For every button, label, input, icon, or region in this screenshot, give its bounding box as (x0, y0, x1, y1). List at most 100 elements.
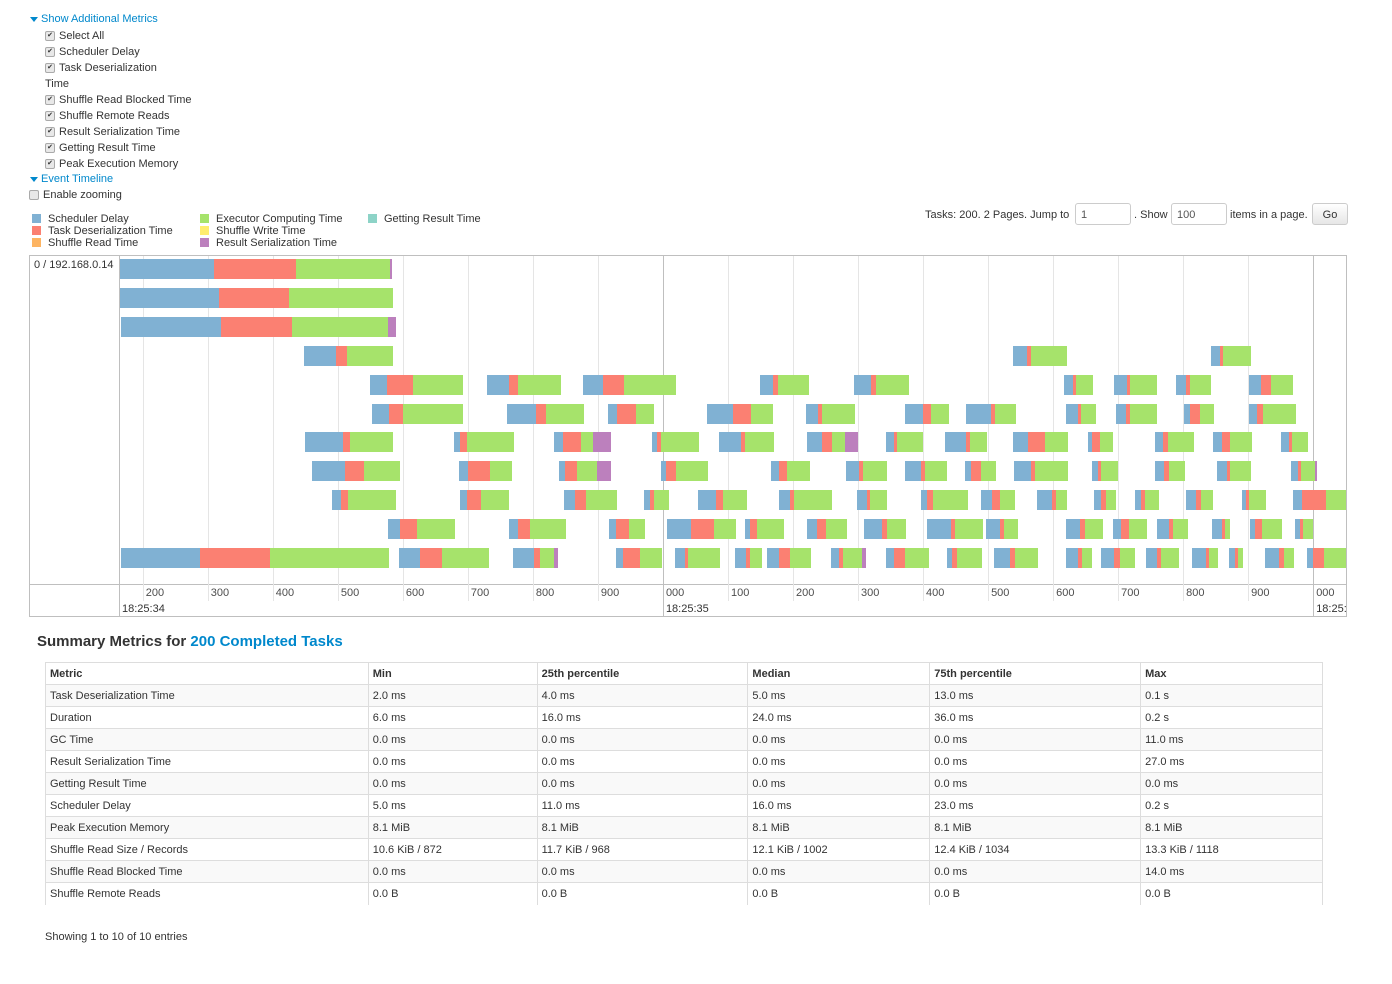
task-segment[interactable] (480, 490, 509, 511)
task-segment[interactable] (893, 548, 905, 568)
task-segment[interactable] (1201, 490, 1214, 511)
task-segment[interactable] (1101, 548, 1115, 568)
task-segment[interactable] (1324, 548, 1346, 568)
task-segment[interactable] (412, 374, 463, 395)
task-segment[interactable] (331, 490, 342, 511)
task-segment[interactable] (744, 432, 775, 453)
task-segment[interactable] (346, 345, 394, 366)
task-segment[interactable] (1075, 374, 1094, 395)
task-segment[interactable] (1315, 461, 1318, 482)
task-segment[interactable] (718, 432, 741, 453)
task-segment[interactable] (1294, 519, 1301, 540)
task-segment[interactable] (778, 548, 790, 568)
task-segment[interactable] (930, 403, 950, 424)
task-segment[interactable] (1045, 432, 1069, 453)
task-segment[interactable] (1196, 490, 1202, 511)
task-segment[interactable] (653, 490, 669, 511)
task-segment[interactable] (1168, 432, 1195, 453)
task-segment[interactable] (506, 403, 537, 424)
task-segment[interactable] (839, 548, 844, 568)
task-segment[interactable] (1307, 548, 1314, 568)
task-segment[interactable] (666, 461, 676, 482)
task-segment[interactable] (1168, 461, 1186, 482)
task-segment[interactable] (622, 548, 641, 568)
task-segment[interactable] (698, 490, 717, 511)
task-segment[interactable] (926, 519, 951, 540)
task-segment[interactable] (1192, 548, 1206, 568)
task-segment[interactable] (512, 548, 535, 568)
task-segment[interactable] (1140, 490, 1145, 511)
task-segment[interactable] (466, 432, 515, 453)
task-segment[interactable] (1270, 374, 1294, 395)
jump-to-page-input[interactable]: 1 (1075, 203, 1131, 225)
task-segment[interactable] (369, 374, 387, 395)
task-segment[interactable] (1298, 461, 1302, 482)
task-segment[interactable] (1073, 374, 1076, 395)
task-segment[interactable] (861, 548, 866, 568)
task-segment[interactable] (1261, 374, 1271, 395)
task-segment[interactable] (904, 403, 924, 424)
task-segment[interactable] (577, 461, 597, 482)
task-segment[interactable] (1034, 461, 1069, 482)
task-segment[interactable] (980, 461, 996, 482)
task-segment[interactable] (1183, 403, 1190, 424)
task-segment[interactable] (713, 519, 736, 540)
task-segment[interactable] (1225, 519, 1230, 540)
task-segment[interactable] (885, 432, 894, 453)
task-segment[interactable] (845, 432, 859, 453)
task-segment[interactable] (969, 432, 987, 453)
task-segment[interactable] (956, 548, 983, 568)
task-segment[interactable] (1250, 519, 1256, 540)
task-segment[interactable] (1003, 519, 1018, 540)
task-segment[interactable] (1292, 432, 1308, 453)
task-segment[interactable] (386, 374, 413, 395)
task-segment[interactable] (1112, 519, 1122, 540)
task-segment[interactable] (1281, 432, 1290, 453)
task-segment[interactable] (854, 374, 871, 395)
task-segment[interactable] (746, 548, 751, 568)
task-segment[interactable] (759, 374, 773, 395)
task-segment[interactable] (750, 519, 758, 540)
task-segment[interactable] (304, 345, 336, 366)
task-segment[interactable] (817, 403, 823, 424)
task-segment[interactable] (311, 461, 345, 482)
task-segment[interactable] (1099, 432, 1113, 453)
task-segment[interactable] (489, 461, 513, 482)
metric-checkbox-2[interactable]: ✔ Task Deserialization Time (45, 62, 157, 90)
task-segment[interactable] (817, 519, 827, 540)
task-segment[interactable] (1162, 432, 1169, 453)
task-segment[interactable] (1097, 461, 1102, 482)
task-segment[interactable] (1121, 519, 1130, 540)
task-segment[interactable] (387, 519, 400, 540)
task-segment[interactable] (1066, 519, 1080, 540)
task-segment[interactable] (1248, 403, 1257, 424)
task-segment[interactable] (904, 548, 929, 568)
task-segment[interactable] (1129, 374, 1158, 395)
task-segment[interactable] (269, 548, 389, 568)
task-segment[interactable] (371, 403, 389, 424)
task-segment[interactable] (1235, 548, 1239, 568)
task-segment[interactable] (1205, 548, 1210, 568)
task-segment[interactable] (553, 432, 563, 453)
task-segment[interactable] (1077, 548, 1082, 568)
task-segment[interactable] (744, 519, 751, 540)
task-segment[interactable] (1246, 490, 1249, 511)
task-segment[interactable] (1161, 548, 1180, 568)
task-segment[interactable] (608, 519, 617, 540)
task-segment[interactable] (1012, 345, 1028, 366)
task-segment[interactable] (623, 374, 676, 395)
task-segment[interactable] (486, 374, 509, 395)
task-segment[interactable] (1213, 432, 1223, 453)
task-segment[interactable] (1263, 403, 1297, 424)
task-segment[interactable] (540, 548, 554, 568)
metric-checkbox-1[interactable]: ✔ Scheduler Delay (45, 44, 140, 60)
task-segment[interactable] (453, 432, 461, 453)
task-segment[interactable] (466, 490, 481, 511)
task-segment[interactable] (1157, 548, 1162, 568)
task-segment[interactable] (885, 548, 894, 568)
task-segment[interactable] (971, 461, 981, 482)
task-segment[interactable] (1200, 403, 1214, 424)
task-segment[interactable] (772, 374, 779, 395)
completed-tasks-link[interactable]: 200 Completed Tasks (190, 633, 343, 650)
task-segment[interactable] (1051, 490, 1056, 511)
